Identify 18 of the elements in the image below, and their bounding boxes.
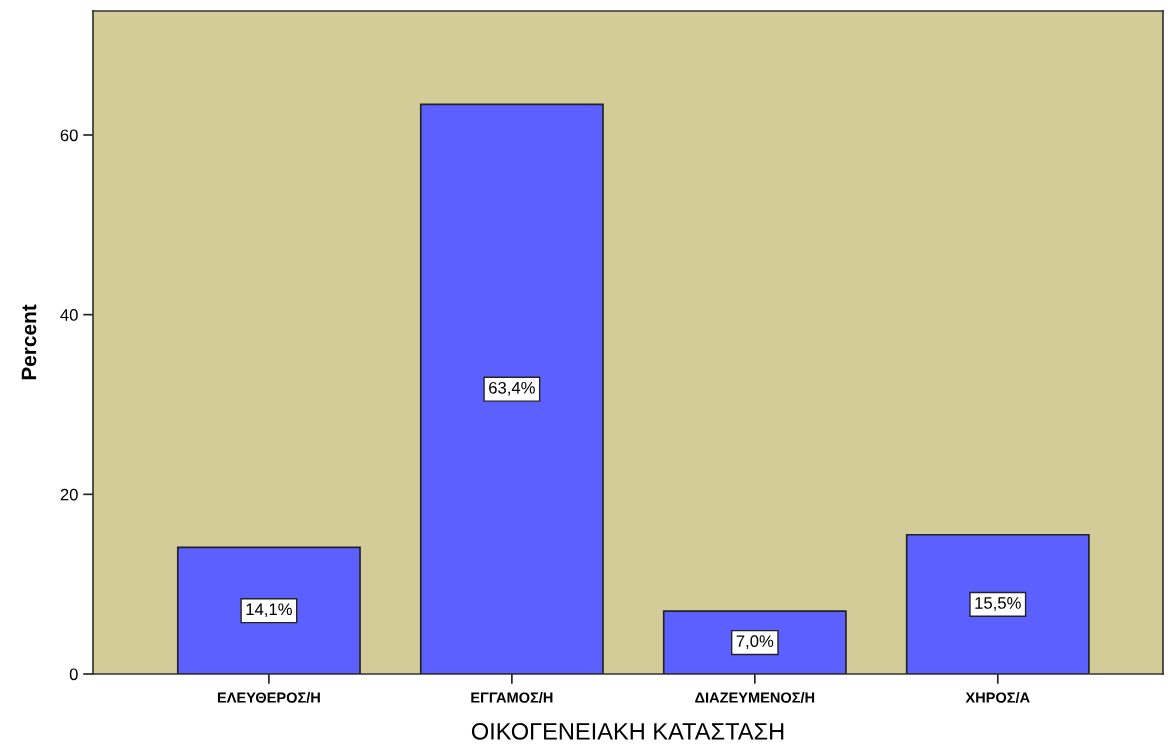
y-tick-label: 20 — [60, 488, 78, 501]
bar — [905, 533, 1090, 674]
x-tick-label: ΕΓΓΑΜΟΣ/Η — [471, 692, 553, 703]
bar — [662, 610, 847, 674]
y-axis-title: Percent — [21, 304, 37, 380]
data-label: 14,1% — [246, 603, 292, 618]
x-tick-label: ΔΙΑΖΕΥΜΕΝΟΣ/Η — [695, 692, 815, 703]
data-label: 15,5% — [975, 597, 1021, 611]
x-axis-title: ΟΙΚΟΓΕΝΕΙΑΚΗ ΚΑΤΑΣΤΑΣΗ — [471, 722, 784, 740]
data-label: 7,0% — [736, 635, 774, 649]
x-tick-label: ΕΛΕΥΘΕΡΟΣ/Η — [217, 692, 320, 703]
x-tick-label: ΧΗΡΟΣ/Α — [965, 692, 1030, 703]
data-label: 63,4% — [489, 381, 535, 396]
y-tick-label: 40 — [60, 309, 78, 321]
y-tick-label: 0 — [69, 668, 78, 681]
bar — [419, 103, 604, 674]
bar — [176, 546, 361, 674]
y-tick-label: 60 — [60, 129, 78, 142]
